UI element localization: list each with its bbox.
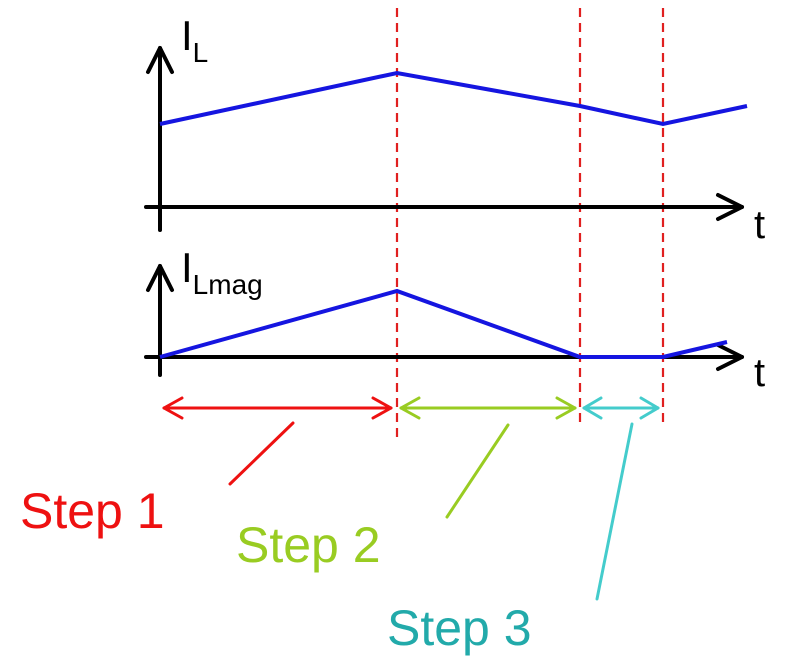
step-2 xyxy=(399,396,577,519)
step-2-label: Step 2 xyxy=(236,517,381,573)
top-y-label-main: I xyxy=(181,12,193,59)
bottom-x-label: t xyxy=(754,351,765,395)
step-2-arrowhead-left xyxy=(399,396,421,420)
phase-boundaries xyxy=(395,8,665,440)
step-2-arrowhead-right xyxy=(555,396,577,420)
bottom-plot: ILmag t xyxy=(144,244,765,395)
step-3 xyxy=(582,396,660,601)
top-y-label-sub: L xyxy=(193,37,209,68)
top-x-axis xyxy=(144,193,744,221)
magnetizing-current-waveform xyxy=(159,288,728,359)
bottom-y-label-sub: Lmag xyxy=(193,269,263,300)
step-3-label: Step 3 xyxy=(387,600,532,656)
inductor-current-waveform xyxy=(159,70,748,127)
step-1-leader xyxy=(228,421,295,486)
top-x-arrowhead xyxy=(716,193,744,221)
step-3-arrowhead-left xyxy=(582,396,603,420)
step-2-leader xyxy=(445,423,510,519)
step-3-leader xyxy=(595,422,634,601)
step-1-arrowhead-right xyxy=(371,396,393,420)
top-y-axis xyxy=(146,46,174,232)
bottom-x-arrowhead xyxy=(716,343,744,371)
bottom-y-label: ILmag xyxy=(181,244,263,300)
bottom-y-label-main: I xyxy=(181,244,193,291)
step-3-arrowhead-right xyxy=(639,396,660,420)
top-y-label: IL xyxy=(181,12,208,68)
step-1-label: Step 1 xyxy=(20,483,165,539)
bottom-y-arrowhead xyxy=(146,264,174,292)
step-1 xyxy=(162,396,393,486)
step-1-arrowhead-left xyxy=(162,396,184,420)
top-x-label: t xyxy=(754,203,765,247)
top-y-arrowhead xyxy=(146,46,174,74)
top-plot: IL t xyxy=(144,12,765,247)
